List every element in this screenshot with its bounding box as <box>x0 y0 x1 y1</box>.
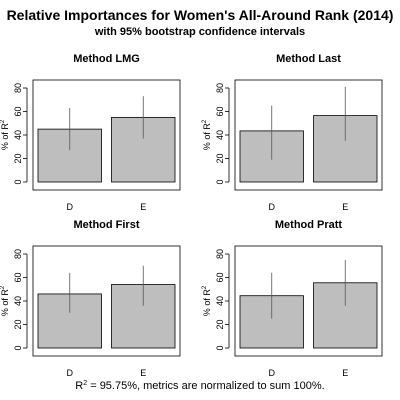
footnote: R2 = 95.75%, metrics are normalized to s… <box>0 380 400 392</box>
x-tick-label: D <box>67 202 74 212</box>
plot-frame <box>234 79 383 191</box>
y-tick-label: 40 <box>215 296 225 306</box>
y-axis-label-exponent: 2 <box>202 285 208 289</box>
y-tick-label: 20 <box>13 153 23 163</box>
y-tick-label: 40 <box>13 130 23 140</box>
plot-frame <box>32 79 181 191</box>
chart-subtitle: with 95% bootstrap confidence intervals <box>94 26 306 38</box>
y-tick-label: 80 <box>13 83 23 93</box>
y-tick-label: 80 <box>215 83 225 93</box>
x-tick-label: E <box>140 202 146 212</box>
plot-frame <box>234 245 383 357</box>
y-axis-label: % of R2 <box>202 285 212 316</box>
y-tick-label: 80 <box>215 249 225 259</box>
y-axis-label-text: % of R <box>202 289 212 317</box>
panel-2: Method Last 0 20 40 60 80 % of R2 D E <box>202 53 383 212</box>
x-tick-label: E <box>342 202 348 212</box>
y-tick-label: 20 <box>215 319 225 329</box>
y-axis-label: % of R2 <box>202 119 212 150</box>
panel-title: Method Last <box>276 53 341 65</box>
y-axis-label-text: % of R <box>0 289 10 317</box>
footnote-text: = 95.75%, metrics are normalized to sum … <box>87 380 325 392</box>
y-tick-label: 0 <box>13 179 23 184</box>
y-axis-label: % of R2 <box>0 285 10 316</box>
x-tick-label: E <box>140 368 146 378</box>
y-axis-label-exponent: 2 <box>202 119 208 123</box>
y-axis-label-exponent: 2 <box>0 119 6 123</box>
x-tick-label: D <box>269 202 276 212</box>
panel-4: Method Pratt 0 20 40 60 80 % of R2 D E <box>202 219 383 378</box>
y-tick-label: 60 <box>13 272 23 282</box>
y-axis-label-text: % of R <box>202 123 212 151</box>
y-tick-label: 20 <box>13 319 23 329</box>
panel-title: Method LMG <box>73 53 140 65</box>
x-tick-label: E <box>342 368 348 378</box>
y-axis-label-text: % of R <box>0 123 10 151</box>
y-tick-label: 0 <box>215 179 225 184</box>
panel-title: Method First <box>74 219 140 231</box>
y-tick-label: 60 <box>215 272 225 282</box>
y-tick-label: 40 <box>215 130 225 140</box>
y-tick-label: 0 <box>13 345 23 350</box>
y-tick-label: 20 <box>215 153 225 163</box>
panel-1: Method LMG 0 20 40 60 80 % of R2 D E <box>0 53 181 212</box>
x-tick-label: D <box>67 368 74 378</box>
y-tick-label: 60 <box>13 106 23 116</box>
y-axis-label: % of R2 <box>0 119 10 150</box>
chart-title: Relative Importances for Women's All-Aro… <box>6 7 394 23</box>
y-tick-label: 40 <box>13 296 23 306</box>
y-tick-label: 60 <box>215 106 225 116</box>
footnote-r-exponent: 2 <box>83 380 88 387</box>
y-tick-label: 0 <box>215 345 225 350</box>
y-axis-label-exponent: 2 <box>0 285 6 289</box>
bar-E <box>111 116 176 183</box>
y-tick-label: 80 <box>13 249 23 259</box>
plot-frame <box>32 245 181 357</box>
panel-3: Method First 0 20 40 60 80 % of R2 D E <box>0 219 181 378</box>
panel-title: Method Pratt <box>275 219 343 231</box>
footnote-r-symbol: R <box>75 380 84 392</box>
x-tick-label: D <box>269 368 276 378</box>
